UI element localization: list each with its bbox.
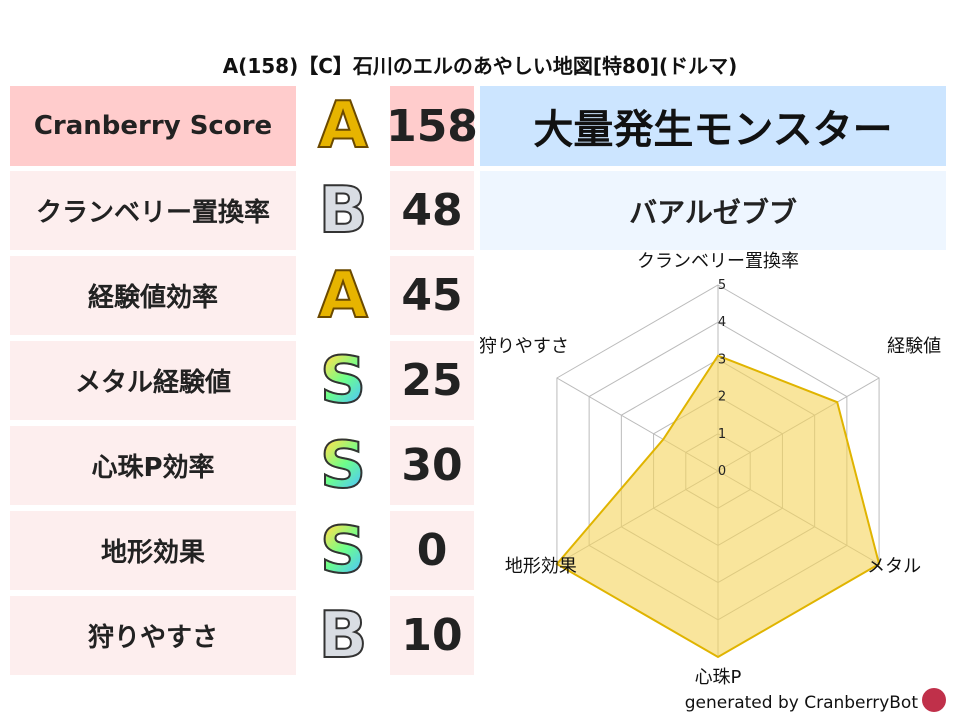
row-label: 狩りやすさ — [10, 596, 296, 675]
row-value: 48 — [390, 171, 474, 250]
score-label: Cranberry Score — [10, 86, 296, 166]
row-label: 経験値効率 — [10, 256, 296, 335]
row-value: 10 — [390, 596, 474, 675]
row-grade: S — [301, 341, 385, 420]
row-grade: B — [318, 598, 369, 674]
page-title: A(158)【C】石川のエルのあやしい地図[特80](ドルマ) — [222, 54, 738, 78]
row-value: 45 — [390, 256, 474, 335]
tick-label: 4 — [718, 315, 726, 330]
axis-label: 地形効果 — [505, 556, 577, 577]
row-value: 25 — [390, 341, 474, 420]
monster-header: 大量発生モンスター — [480, 86, 946, 166]
axis-label: 経験値 — [887, 336, 941, 357]
score-value: 158 — [386, 86, 478, 166]
tick-label: 2 — [718, 390, 726, 405]
tick-label: 3 — [718, 352, 726, 367]
axis-label: 心珠P — [695, 667, 742, 688]
row-grade: S — [301, 511, 385, 590]
axis-label: クランベリー置換率 — [637, 251, 799, 272]
row-grade: A — [317, 258, 369, 334]
monster-name: バアルゼブブ — [480, 171, 946, 250]
row-value: 0 — [390, 511, 474, 590]
row-grade: B — [318, 173, 369, 249]
score-grade: A — [301, 86, 385, 166]
footer-credit: generated by CranberryBot — [684, 693, 918, 713]
data-area — [555, 354, 881, 659]
row-label: 地形効果 — [10, 511, 296, 590]
row-value: 30 — [390, 426, 474, 505]
row-label: メタル経験値 — [10, 341, 296, 420]
axis-label: メタル — [867, 556, 921, 577]
cranberry-bot-icon — [922, 688, 946, 712]
axis-label: 狩りやすさ — [480, 336, 569, 357]
row-label: 心珠P効率 — [10, 426, 296, 505]
row-grade: S — [301, 426, 385, 505]
tick-label: 5 — [718, 278, 726, 293]
tick-label: 0 — [718, 464, 726, 479]
row-label: クランベリー置換率 — [10, 171, 296, 250]
tick-label: 1 — [718, 427, 726, 442]
